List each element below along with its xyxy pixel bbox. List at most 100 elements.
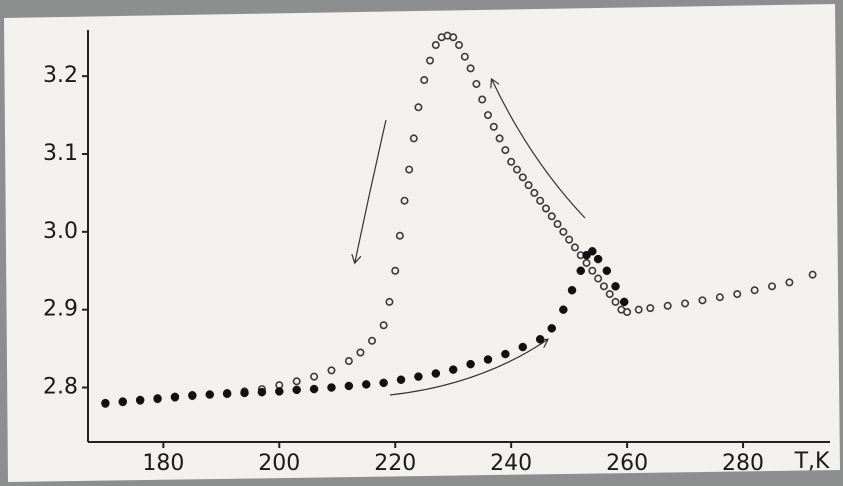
filled-point [535, 335, 545, 344]
open-point [681, 299, 690, 308]
filled-point [602, 266, 612, 276]
filled-point [309, 384, 319, 394]
open-point [570, 243, 579, 252]
open-point [310, 372, 319, 381]
open-point [327, 366, 336, 375]
open-point [808, 270, 817, 279]
open-point [454, 41, 463, 50]
filled-point [188, 391, 197, 400]
open-point [768, 282, 777, 291]
open-point [449, 33, 458, 42]
open-point [518, 173, 527, 182]
x-tick-label: 260 [606, 451, 648, 476]
open-point [582, 258, 591, 267]
x-axis-label: T,K [794, 449, 830, 474]
filled-point [396, 375, 406, 384]
filled-point [240, 388, 249, 398]
open-point [536, 196, 545, 205]
y-tick-label: 2.8 [43, 375, 78, 400]
filled-point [101, 398, 110, 408]
filled-point [588, 247, 597, 256]
x-tick-label: 220 [374, 451, 416, 476]
open-point [605, 290, 614, 299]
filled-point [576, 266, 585, 276]
open-point [405, 165, 414, 174]
y-tick-label: 2.9 [43, 297, 78, 322]
filled-point [619, 297, 629, 307]
heating-arrow [389, 340, 547, 396]
open-point [530, 188, 539, 197]
open-point [501, 146, 510, 155]
filled-point [501, 349, 510, 359]
open-point [431, 41, 440, 50]
y-tick-label: 3.0 [43, 219, 78, 244]
open-point [344, 357, 353, 366]
open-point [379, 321, 388, 330]
open-point [594, 274, 603, 283]
y-tick-label: 3.2 [43, 63, 78, 88]
open-point [507, 157, 516, 166]
filled-point [275, 387, 284, 396]
open-point [472, 79, 481, 88]
open-point [623, 308, 632, 317]
open-point [715, 293, 724, 302]
filled-point [327, 383, 336, 392]
x-tick-label: 280 [722, 451, 764, 476]
open-point [483, 111, 492, 120]
open-point [368, 336, 377, 345]
filled-point [362, 380, 371, 389]
open-point [553, 220, 562, 229]
open-point [512, 165, 521, 174]
open-point [733, 290, 742, 299]
open-point [611, 297, 620, 306]
open-point [599, 282, 608, 291]
cooling-arrow [355, 119, 387, 262]
filled-point [344, 381, 354, 391]
open-point [547, 212, 556, 221]
filled-point [414, 372, 423, 381]
filled-point [257, 387, 267, 397]
paper [4, 4, 840, 482]
open-point [409, 134, 418, 143]
filled-point [466, 359, 475, 369]
open-point [292, 377, 301, 386]
filled-point [292, 385, 301, 395]
filled-point [567, 285, 577, 295]
open-point [414, 103, 423, 112]
open-point [588, 266, 597, 275]
filled-point [153, 394, 162, 403]
filled-point [205, 390, 214, 399]
filled-point [379, 378, 388, 388]
x-tick-label: 200 [258, 451, 300, 476]
open-point [460, 52, 469, 61]
x-tick-label: 240 [490, 451, 532, 476]
open-point [541, 204, 550, 213]
filled-point [518, 342, 528, 352]
filled-point [593, 254, 603, 264]
x-tick-label: 180 [142, 451, 184, 476]
filled-point [431, 369, 441, 378]
filled-point [611, 282, 620, 291]
open-point [395, 231, 404, 240]
filled-point [448, 365, 458, 374]
open-point [646, 304, 655, 313]
open-point [698, 296, 707, 305]
filled-point [222, 389, 232, 398]
open-point [356, 348, 365, 357]
filled-point [118, 397, 128, 406]
open-point [466, 64, 475, 73]
open-point [750, 286, 759, 295]
filled-point [559, 305, 568, 314]
open-point [385, 297, 394, 306]
open-point [426, 56, 435, 65]
filled-point [170, 392, 180, 402]
open-point [634, 305, 643, 314]
open-point [565, 235, 574, 244]
open-point [559, 227, 568, 236]
open-point [663, 301, 672, 310]
open-point [524, 181, 533, 190]
open-point [391, 266, 400, 275]
open-point [478, 95, 487, 104]
